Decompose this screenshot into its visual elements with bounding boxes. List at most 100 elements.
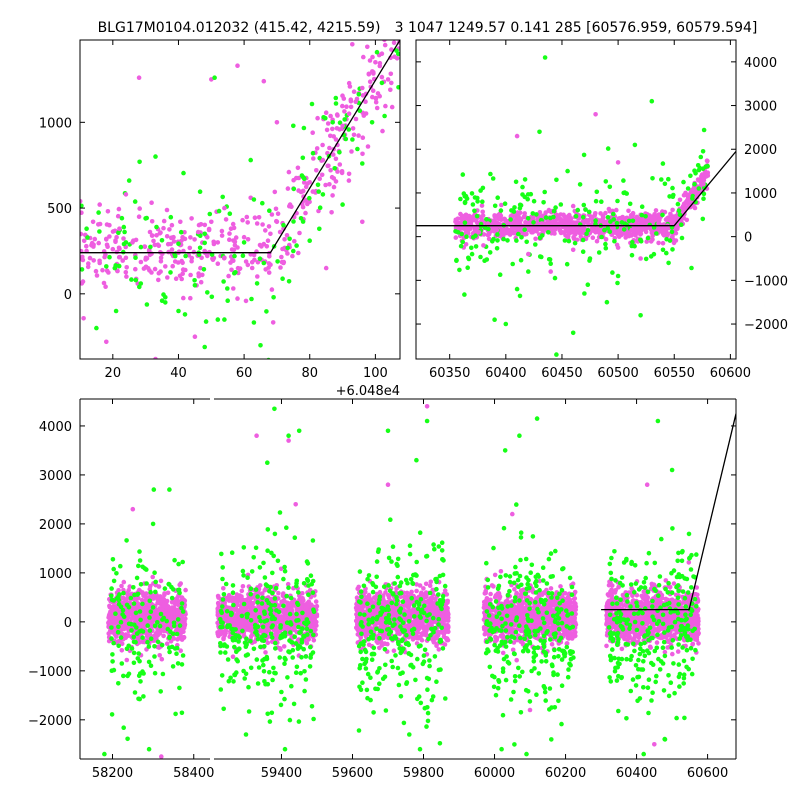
data-point-b — [295, 602, 301, 607]
data-point-a — [266, 224, 272, 229]
data-point-a — [133, 266, 138, 272]
data-point-b — [281, 576, 286, 582]
data-point-b — [551, 208, 557, 214]
data-point-b — [249, 569, 255, 574]
data-point — [110, 246, 116, 252]
data-point-b — [179, 601, 185, 606]
data-point-b — [248, 618, 254, 623]
data-point — [611, 225, 616, 231]
panel-top-right: 60350 60400 60450 60500 60550 60600−2000−1000… — [415, 39, 788, 381]
data-point-b — [614, 220, 620, 226]
data-point — [323, 265, 329, 271]
data-point — [274, 120, 280, 125]
data-point-b — [558, 202, 564, 207]
data-point-a — [151, 238, 156, 244]
data-point-b — [121, 590, 126, 596]
data-point — [620, 214, 625, 220]
data-point — [228, 226, 234, 231]
data-point — [649, 98, 655, 104]
data-point-a — [162, 603, 167, 609]
data-point-b — [505, 238, 510, 243]
data-point-b — [643, 214, 648, 219]
data-point-a — [385, 77, 391, 82]
data-point — [241, 234, 247, 240]
data-point-b — [97, 229, 102, 234]
data-point-b — [179, 662, 185, 667]
data-point-b — [698, 154, 704, 160]
data-point-b — [317, 226, 322, 232]
data-point — [554, 177, 559, 183]
data-point-a — [119, 583, 124, 589]
data-point-b — [136, 563, 141, 569]
data-point-a — [116, 254, 122, 260]
data-point-b — [681, 179, 686, 185]
data-point-a — [320, 142, 325, 148]
data-point-a — [265, 238, 271, 243]
data-point-b — [303, 677, 309, 682]
data-point-a — [308, 602, 314, 607]
data-point-b — [287, 717, 293, 723]
data-point-b — [144, 581, 149, 586]
data-point-b — [225, 286, 230, 291]
data-point-a — [310, 623, 316, 629]
data-point-a — [285, 606, 290, 611]
data-point-b — [168, 214, 174, 220]
data-point-a — [234, 602, 240, 608]
data-point — [692, 181, 697, 187]
data-point-a — [93, 268, 99, 274]
data-point-a — [87, 255, 93, 261]
data-point-b — [534, 212, 539, 217]
data-point-b — [265, 583, 270, 589]
data-point-b — [396, 85, 400, 90]
data-point-a — [229, 618, 234, 624]
data-point-a — [178, 633, 183, 639]
data-point-b — [132, 690, 138, 695]
data-point-a — [479, 203, 485, 208]
data-point-a — [567, 212, 572, 218]
data-point-a — [281, 598, 286, 604]
data-point-a — [101, 280, 107, 286]
data-point — [307, 238, 313, 243]
data-point-b — [224, 644, 230, 649]
data-point-a — [307, 199, 312, 205]
data-point-b — [337, 150, 342, 155]
data-point-b — [176, 587, 182, 593]
data-point-b — [107, 254, 112, 260]
data-point-b — [610, 270, 615, 275]
data-point-b — [551, 214, 556, 220]
data-point-a — [339, 170, 345, 176]
data-point-b — [248, 665, 254, 671]
data-point-b — [116, 263, 122, 269]
data-point-b — [138, 244, 144, 250]
y-tick-label: −1000 — [744, 274, 788, 289]
data-point-a — [323, 182, 328, 188]
data-point-b — [462, 292, 467, 297]
data-point — [469, 251, 475, 257]
data-point-b — [262, 575, 268, 580]
data-point-a — [188, 235, 193, 240]
data-point-b — [254, 281, 260, 286]
data-point-b — [116, 624, 121, 630]
data-point-a — [653, 208, 659, 213]
data-point-b — [651, 251, 657, 257]
data-point-a — [524, 231, 529, 237]
data-point-b — [465, 265, 471, 271]
data-point-b — [267, 606, 273, 612]
data-point-b — [253, 545, 259, 551]
data-point-b — [246, 709, 252, 714]
data-point — [159, 754, 164, 759]
data-point-a — [278, 647, 283, 652]
data-point-b — [580, 214, 586, 220]
data-point-b — [183, 253, 188, 259]
data-point-b — [229, 550, 235, 555]
data-point-a — [169, 247, 175, 252]
data-point-a — [173, 276, 179, 282]
data-point-b — [223, 581, 229, 587]
data-point-b — [118, 604, 124, 610]
data-point-b — [255, 636, 261, 642]
data-point-b — [621, 227, 627, 232]
data-point-b — [121, 725, 126, 730]
data-point-b — [629, 252, 635, 258]
data-point-b — [660, 161, 666, 166]
data-point-b — [645, 235, 651, 241]
